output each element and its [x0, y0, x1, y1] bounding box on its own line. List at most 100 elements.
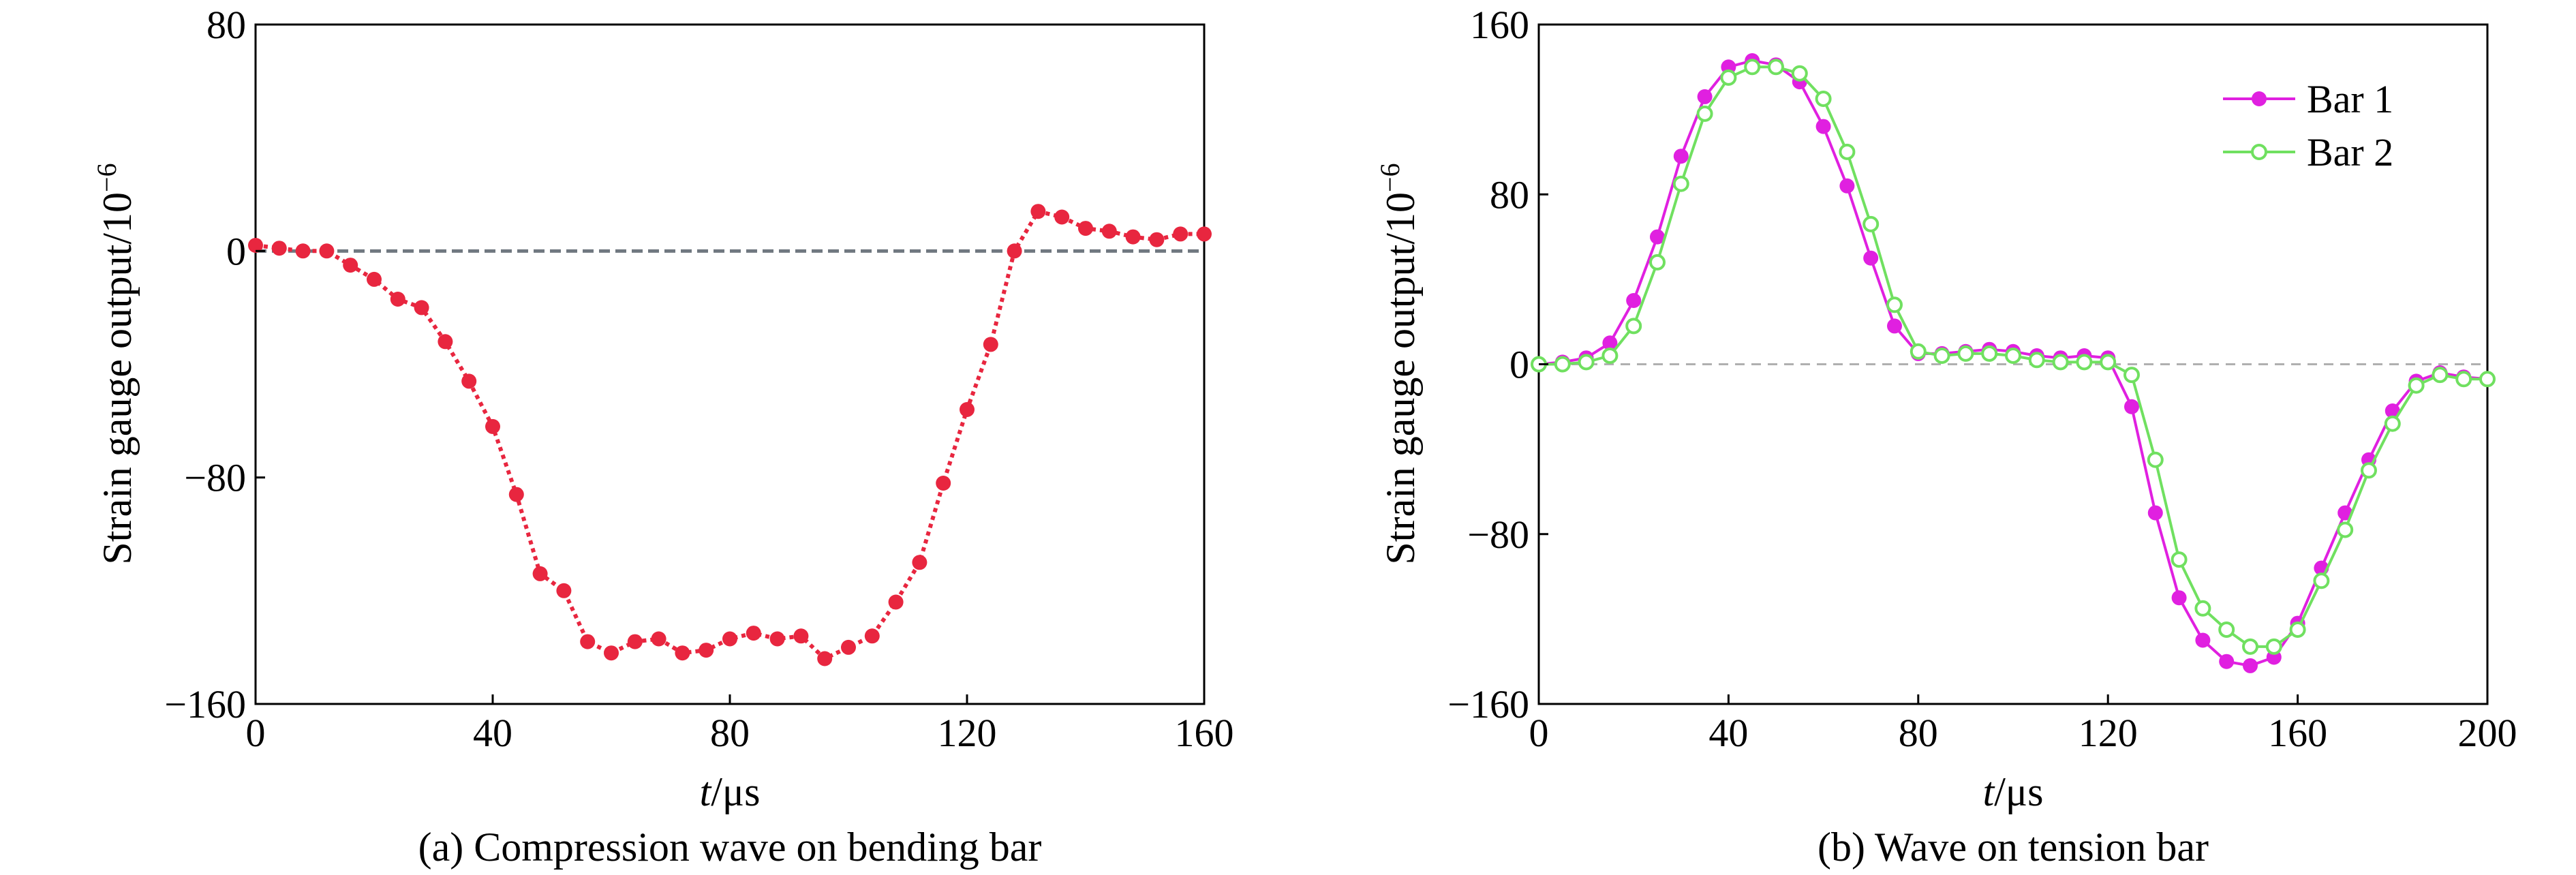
data-point-b-1-19	[1981, 345, 1998, 362]
x-axis-label-b-var: t	[1983, 769, 1995, 814]
data-point-a-0-19	[699, 643, 714, 658]
x-axis-label-b-unit: /μs	[1994, 769, 2043, 814]
ticks-b: 0 40 80 120 160 200 −160 −80 0 80 160	[1447, 3, 2517, 755]
data-point-a-0-26	[864, 628, 880, 644]
data-point-a-0-40	[1197, 226, 1212, 242]
x-tick-label-b-2: 80	[1899, 711, 1938, 755]
data-point-b-0-25	[2124, 399, 2139, 414]
data-point-b-0-13	[1839, 178, 1855, 194]
data-point-b-0-3	[1602, 335, 1618, 351]
legend-label-bar-2: Bar 2	[2307, 130, 2393, 174]
data-point-a-0-22	[769, 631, 785, 647]
data-point-a-0-10	[485, 418, 500, 434]
x-tick-label-b-0: 0	[1529, 711, 1549, 755]
data-point-a-0-23	[793, 628, 809, 644]
data-point-b-1-1	[1554, 356, 1571, 373]
x-axis-label-b: t/μs	[1983, 769, 2044, 814]
x-tick-label-a-0: 0	[246, 711, 266, 755]
data-point-b-0-4	[1626, 293, 1642, 308]
data-point-b-1-12	[1815, 91, 1832, 107]
legend-marker-bar-1	[2252, 91, 2267, 106]
data-point-a-0-6	[390, 292, 405, 307]
data-point-b-1-25	[2123, 367, 2140, 384]
data-point-a-0-12	[532, 566, 548, 581]
data-point-a-0-32	[1007, 243, 1022, 259]
x-tick-label-a-2: 80	[710, 711, 750, 755]
x-tick-label-b-4: 160	[2268, 711, 2327, 755]
y-tick-label-b-2: 0	[1509, 343, 1529, 387]
data-point-b-1-11	[1791, 65, 1808, 82]
legend-b: Bar 1 Bar 2	[2223, 77, 2393, 174]
y-axis-label-b: Strain gauge output/10−6	[1375, 163, 1423, 564]
data-point-a-0-28	[912, 555, 927, 570]
y-tick-label-b-4: 160	[1470, 3, 1529, 47]
data-point-a-0-7	[414, 300, 429, 316]
data-point-b-1-37	[2408, 377, 2425, 394]
data-point-b-1-34	[2337, 521, 2354, 538]
data-point-a-0-37	[1125, 229, 1141, 245]
data-point-a-0-9	[461, 373, 477, 389]
data-point-b-1-4	[1625, 318, 1642, 335]
data-point-b-1-22	[2052, 354, 2069, 371]
data-point-a-0-20	[722, 631, 737, 647]
data-point-a-0-30	[960, 402, 975, 417]
data-point-b-1-30	[2242, 638, 2258, 655]
y-axis-label-a-exp: −6	[91, 163, 122, 192]
data-point-b-0-27	[2171, 590, 2187, 606]
data-point-b-1-39	[2455, 371, 2472, 388]
caption-a: (a) Compression wave on bending bar	[418, 825, 1042, 870]
x-tick-label-b-5: 200	[2458, 711, 2517, 755]
x-tick-label-a-1: 40	[473, 711, 512, 755]
y-tick-label-b-3: 80	[1490, 172, 1529, 217]
ticks-a: 0 40 80 120 160 −160 −80 0 80	[164, 3, 1233, 755]
data-point-b-1-35	[2361, 462, 2377, 479]
data-point-b-0-5	[1650, 229, 1665, 245]
data-point-b-1-20	[2005, 348, 2021, 364]
series-b	[1531, 53, 2496, 673]
data-point-a-0-27	[888, 594, 904, 610]
x-tick-label-a-3: 120	[938, 711, 997, 755]
data-point-b-1-10	[1768, 59, 1784, 76]
data-point-a-0-17	[651, 631, 666, 647]
data-point-b-1-7	[1696, 105, 1713, 122]
data-point-a-0-2	[295, 243, 311, 259]
data-point-a-0-25	[841, 639, 856, 655]
x-tick-label-a-4: 160	[1175, 711, 1234, 755]
y-tick-label-a-2: 0	[226, 229, 246, 273]
data-point-a-0-8	[438, 334, 453, 350]
data-point-b-1-29	[2218, 621, 2235, 638]
data-point-b-1-5	[1649, 254, 1666, 271]
data-point-b-1-18	[1957, 345, 1974, 362]
data-point-b-0-15	[1887, 318, 1902, 334]
x-axis-label-a: t/μs	[700, 769, 761, 814]
series-line-a-0	[255, 209, 1204, 661]
data-point-b-1-9	[1744, 59, 1761, 76]
x-axis-label-a-var: t	[700, 769, 712, 814]
data-point-b-1-23	[2076, 354, 2093, 371]
data-point-b-1-6	[1672, 175, 1689, 192]
data-point-b-0-30	[2243, 658, 2258, 673]
data-point-a-0-4	[343, 258, 358, 273]
data-point-b-1-15	[1886, 296, 1903, 313]
y-tick-label-a-0: −160	[164, 682, 246, 726]
data-point-a-0-24	[817, 651, 833, 666]
data-point-b-0-28	[2195, 632, 2211, 648]
x-tick-label-b-3: 120	[2079, 711, 2138, 755]
data-point-a-0-11	[508, 487, 524, 502]
data-point-b-0-29	[2219, 654, 2235, 669]
data-point-a-0-36	[1101, 224, 1117, 239]
y-tick-label-a-1: −80	[184, 456, 246, 500]
data-point-b-1-2	[1578, 354, 1595, 371]
data-point-a-0-16	[627, 634, 643, 649]
data-point-b-1-32	[2289, 621, 2306, 638]
caption-b: (b) Wave on tension bar	[1818, 825, 2209, 870]
data-point-a-0-15	[604, 645, 619, 661]
data-point-a-0-34	[1054, 209, 1070, 225]
data-point-a-0-21	[746, 626, 761, 641]
data-point-b-1-36	[2384, 415, 2401, 432]
legend-marker-bar-2	[2251, 144, 2267, 160]
data-point-a-0-5	[367, 271, 382, 287]
data-point-a-0-38	[1149, 232, 1165, 247]
